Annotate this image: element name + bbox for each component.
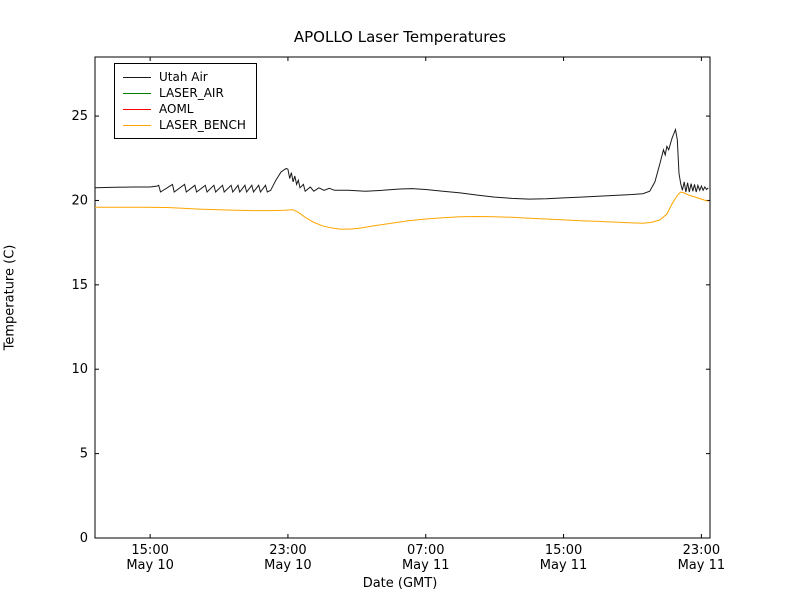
axes-frame xyxy=(94,56,711,539)
x-tick-label: 23:00 xyxy=(269,543,306,558)
legend-line-sample-laser-bench xyxy=(123,124,151,126)
legend-item-laser-bench: LASER_BENCH xyxy=(123,117,246,133)
legend-item-laser-air: LASER_AIR xyxy=(123,85,246,101)
y-tick-label: 15 xyxy=(71,278,88,293)
chart-title: APOLLO Laser Temperatures xyxy=(293,28,507,46)
x-tick-label: 07:00 xyxy=(407,543,444,558)
x-tick-sublabel: May 11 xyxy=(678,558,726,573)
series-line-utah-air xyxy=(94,127,709,200)
x-tick-label: 15:00 xyxy=(545,543,582,558)
legend-line-sample-aoml xyxy=(123,108,151,110)
x-tick-label: 15:00 xyxy=(131,543,168,558)
x-tick-sublabel: May 11 xyxy=(540,558,588,573)
legend-item-utah-air: Utah Air xyxy=(123,69,246,85)
legend-label-aoml: AOML xyxy=(159,102,194,116)
legend-label-laser-air: LASER_AIR xyxy=(159,86,224,100)
series-line-laser-bench xyxy=(95,191,709,230)
y-tick-label: 5 xyxy=(80,447,88,462)
x-tick-sublabel: May 11 xyxy=(402,558,450,573)
y-tick-label: 20 xyxy=(71,193,88,208)
y-tick-label: 10 xyxy=(71,362,88,377)
x-tick-sublabel: May 10 xyxy=(126,558,174,573)
x-tick-label: 23:00 xyxy=(683,543,720,558)
legend-line-sample-utah-air xyxy=(123,76,151,78)
y-tick-label: 0 xyxy=(80,531,88,546)
x-tick-sublabel: May 10 xyxy=(264,558,312,573)
x-axis-label: Date (GMT) xyxy=(362,576,438,591)
legend-line-sample-laser-air xyxy=(123,92,151,94)
y-tick-label: 25 xyxy=(71,109,88,124)
y-axis-label: Temperature (C) xyxy=(2,244,18,351)
legend: Utah Air LASER_AIR AOML LASER_BENCH xyxy=(114,63,257,139)
legend-label-laser-bench: LASER_BENCH xyxy=(159,118,246,132)
legend-item-aoml: AOML xyxy=(123,101,246,117)
legend-label-utah-air: Utah Air xyxy=(159,70,208,84)
